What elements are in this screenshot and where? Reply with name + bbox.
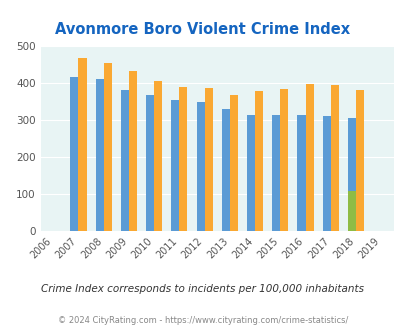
Bar	[204, 87, 212, 231]
Bar	[322, 116, 330, 231]
Bar	[78, 58, 86, 231]
Bar	[221, 110, 229, 231]
Bar	[121, 90, 128, 231]
Bar	[70, 77, 78, 231]
Bar	[347, 191, 355, 231]
Bar	[305, 84, 313, 231]
Bar	[171, 100, 179, 231]
Bar	[330, 85, 338, 231]
Bar	[103, 63, 111, 231]
Bar	[297, 115, 305, 231]
Bar	[347, 118, 355, 231]
Bar	[279, 89, 288, 231]
Bar	[196, 102, 204, 231]
Bar	[271, 115, 279, 231]
Bar	[254, 91, 262, 231]
Bar	[154, 81, 162, 231]
Text: Crime Index corresponds to incidents per 100,000 inhabitants: Crime Index corresponds to incidents per…	[41, 284, 364, 294]
Text: © 2024 CityRating.com - https://www.cityrating.com/crime-statistics/: © 2024 CityRating.com - https://www.city…	[58, 316, 347, 325]
Bar	[179, 87, 187, 231]
Bar	[229, 95, 237, 231]
Text: Avonmore Boro Violent Crime Index: Avonmore Boro Violent Crime Index	[55, 22, 350, 37]
Bar	[128, 71, 136, 231]
Bar	[355, 90, 363, 231]
Bar	[246, 115, 254, 231]
Bar	[95, 80, 103, 231]
Bar	[146, 95, 154, 231]
